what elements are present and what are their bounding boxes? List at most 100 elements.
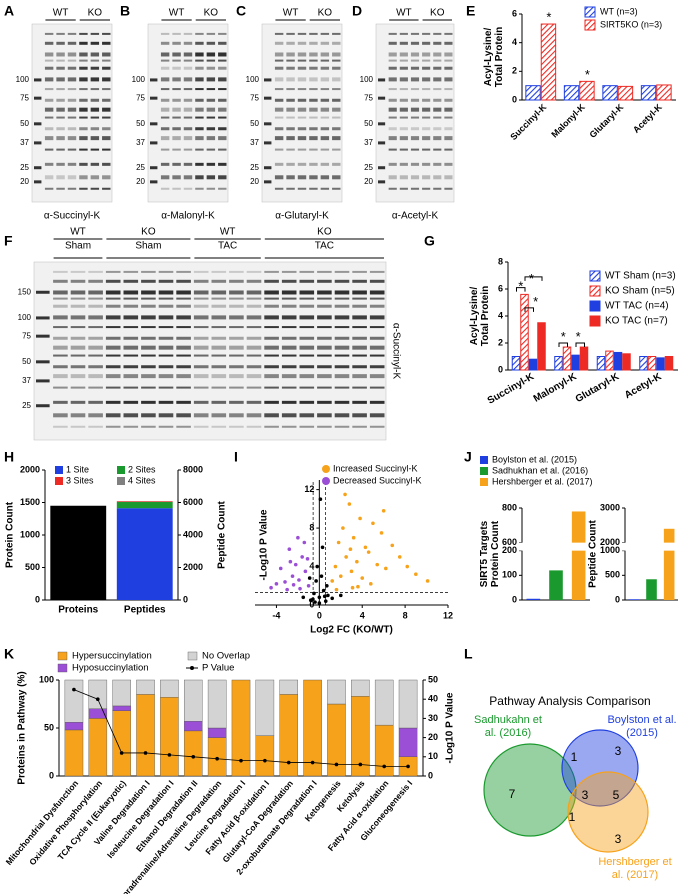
blot-band	[334, 270, 350, 273]
blot-band	[433, 41, 442, 45]
point	[336, 540, 341, 545]
blot-band	[53, 297, 68, 300]
blot-band	[246, 279, 262, 283]
blot-band	[320, 148, 330, 151]
blot-band	[53, 336, 68, 340]
bar	[537, 322, 546, 371]
bracket	[524, 307, 534, 312]
bar	[554, 356, 563, 371]
bar	[562, 346, 572, 371]
ladder-band	[264, 78, 272, 82]
bar	[640, 85, 657, 101]
legend-label: WT TAC (n=4)	[605, 301, 669, 312]
tick-label: 4	[498, 310, 503, 320]
legend-label: No Overlap	[202, 651, 250, 662]
tick-label: 8	[309, 522, 314, 532]
blot-band	[274, 98, 284, 102]
blot-band	[79, 41, 88, 45]
blot-band	[141, 354, 156, 357]
blot-band	[352, 290, 367, 295]
blot-band	[79, 88, 88, 91]
blot-band	[281, 400, 297, 404]
blot-band	[56, 107, 65, 112]
blot-band	[320, 88, 330, 91]
point	[347, 502, 352, 506]
blot-band	[332, 77, 341, 82]
blot-band	[193, 365, 209, 369]
blot-band	[399, 148, 408, 151]
blot-band	[218, 187, 227, 190]
bar	[647, 356, 657, 371]
blot-band	[388, 52, 397, 57]
axis-title: SIRT5 Targets	[479, 520, 490, 587]
region-count: 1	[569, 810, 576, 824]
blot-band	[317, 345, 332, 350]
tick-label: 0	[35, 594, 40, 604]
blot-band	[70, 400, 86, 404]
blot-band	[158, 336, 174, 340]
blot-band	[281, 374, 297, 379]
blot-band	[299, 336, 315, 340]
blot-band	[352, 279, 367, 283]
blot-band	[158, 374, 174, 379]
blot-band	[141, 365, 156, 369]
point	[343, 492, 347, 497]
blot	[261, 23, 343, 203]
blot-band	[297, 77, 307, 82]
blot-band	[410, 127, 420, 131]
blot-band	[141, 290, 156, 295]
blot-band	[90, 127, 100, 131]
blot-band	[193, 386, 209, 389]
x-tick-label: Malonyl-K	[549, 102, 587, 140]
blot-band	[102, 41, 111, 45]
blot-band	[422, 88, 431, 91]
blot-band	[297, 162, 307, 166]
blot-band	[320, 66, 330, 70]
blot-band	[183, 162, 193, 166]
ladder-band	[34, 96, 42, 100]
group-label: Sham	[65, 241, 91, 252]
blot-band	[422, 107, 431, 112]
blot-band	[90, 162, 100, 166]
blot-band	[274, 162, 284, 166]
bar	[64, 679, 84, 723]
blot-band	[334, 400, 350, 404]
blot-band	[206, 162, 216, 166]
region-count: 1	[571, 750, 578, 764]
region-count: 7	[509, 787, 516, 801]
blot-band	[193, 279, 209, 283]
blot-band	[286, 59, 295, 62]
axis-title: Proteins in Pathway (%)	[17, 671, 28, 784]
blot-band	[105, 270, 121, 273]
blot-band	[67, 41, 77, 45]
blot-band	[160, 127, 170, 131]
point	[319, 574, 324, 578]
blot-band	[317, 386, 332, 389]
point	[269, 585, 273, 590]
blot-band	[53, 365, 68, 369]
blot-band	[172, 127, 181, 131]
tick-label: 8	[498, 256, 503, 266]
blot-band	[172, 175, 181, 180]
blot-band	[90, 148, 100, 151]
marker-label: 100	[18, 313, 32, 322]
blot-band	[286, 77, 295, 82]
blot-band	[193, 290, 209, 295]
blot-band	[332, 88, 341, 91]
blot-band	[90, 187, 100, 190]
blot-band	[172, 107, 181, 112]
tick-label: 30	[428, 713, 438, 723]
blot-band	[44, 66, 54, 70]
blot-band	[320, 116, 330, 119]
blot-band	[193, 345, 209, 350]
bar	[50, 505, 107, 600]
marker-label: 75	[20, 93, 29, 102]
blot-band	[246, 354, 262, 357]
bar	[183, 730, 203, 777]
blot-band	[352, 374, 367, 379]
blot-band	[211, 425, 227, 428]
blot-band	[105, 336, 121, 340]
blot-band	[105, 345, 121, 350]
blot-band	[160, 98, 170, 102]
blot-band	[352, 354, 367, 357]
